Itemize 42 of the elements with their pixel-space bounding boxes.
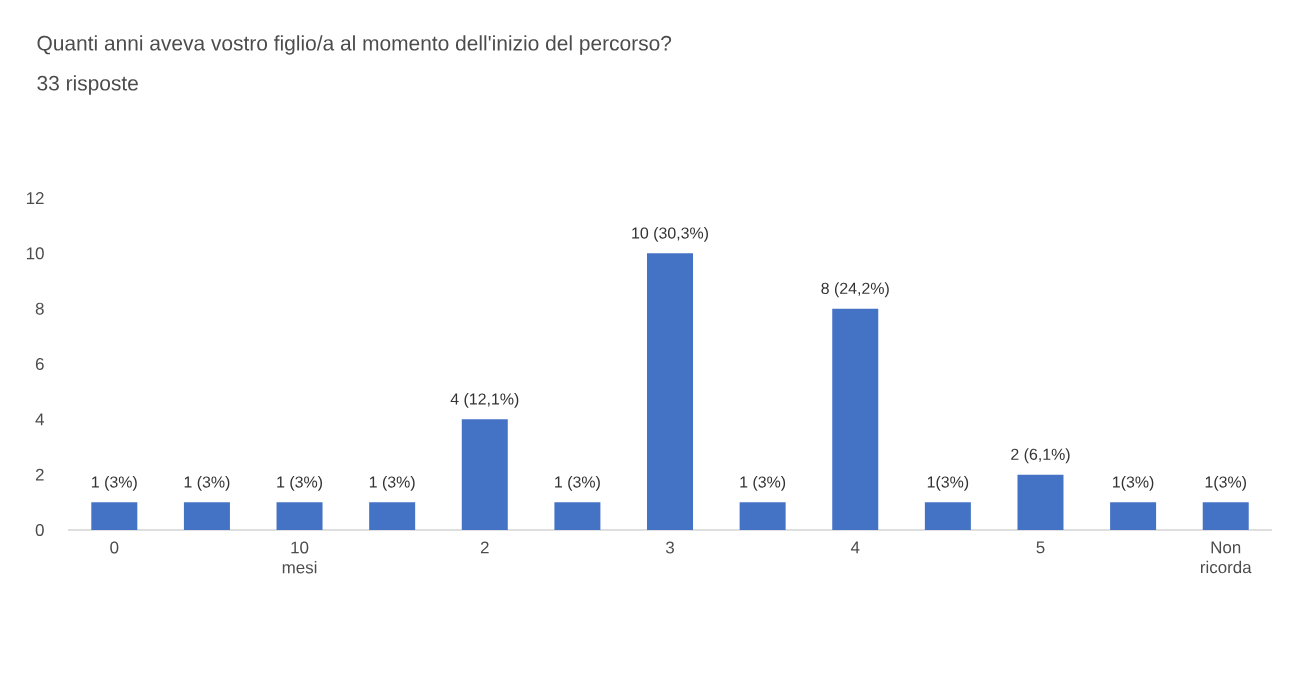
y-tick-label: 8 (35, 302, 44, 315)
bar (369, 502, 416, 530)
bar (924, 502, 971, 530)
x-tick-label: 5 (1036, 541, 1045, 554)
data-label: 10 (30,3%) (632, 226, 708, 242)
bar (832, 308, 879, 530)
data-label: 4 (12,1%) (450, 392, 519, 408)
bar (1017, 474, 1064, 530)
data-label: 1 (3%) (555, 475, 600, 491)
x-tick-label: 2 (480, 541, 489, 554)
x-tick-label: 3 (665, 541, 674, 554)
chart-subtitle: 33 risposte (37, 75, 138, 95)
x-tick-label: Non ricorda (1200, 541, 1252, 574)
y-tick-label: 0 (35, 524, 44, 536)
x-tick-label: 10 mesi (282, 541, 317, 574)
data-label: 1 (3%) (277, 475, 322, 491)
bar (276, 502, 323, 530)
bar (1202, 502, 1249, 530)
bar (554, 502, 601, 530)
y-tick-label: 4 (35, 413, 44, 426)
data-label: 1(3%) (1205, 475, 1246, 491)
y-tick-label: 10 (26, 247, 44, 260)
data-label: 8 (24,2%) (821, 282, 889, 298)
data-label: 1 (3%) (184, 475, 230, 491)
y-tick-label: 2 (35, 468, 44, 481)
x-tick-label: 0 (110, 541, 119, 554)
data-label: 1 (3%) (740, 475, 786, 491)
bar (91, 502, 138, 530)
data-label: 1 (3%) (369, 475, 415, 491)
bar (647, 253, 694, 530)
data-label: 1(3%) (1113, 475, 1154, 491)
y-tick-label: 12 (26, 192, 44, 204)
bar (739, 502, 786, 530)
chart-title: Quanti anni aveva vostro figlio/a al momento dell'inizio del percorso? (37, 35, 672, 55)
data-label: 1 (3%) (92, 475, 137, 491)
data-label: 1(3%) (927, 475, 969, 491)
bar (1110, 502, 1157, 530)
bar (183, 502, 230, 530)
y-tick-label: 6 (35, 357, 44, 370)
x-tick-label: 4 (850, 541, 860, 554)
data-label: 2 (6,1%) (1011, 448, 1070, 464)
bar (461, 419, 508, 530)
